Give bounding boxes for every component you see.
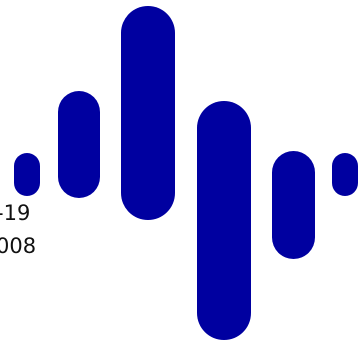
waveform-bar-2 bbox=[58, 91, 100, 198]
waveform-bar-6 bbox=[332, 153, 358, 196]
text-line-2: 008 bbox=[0, 234, 37, 258]
waveform-bar-1 bbox=[14, 153, 40, 196]
waveform-bar-5 bbox=[272, 151, 315, 259]
waveform-bar-4 bbox=[197, 101, 251, 340]
text-line-1: -19 bbox=[0, 201, 31, 225]
waveform-bar-3 bbox=[121, 6, 175, 220]
